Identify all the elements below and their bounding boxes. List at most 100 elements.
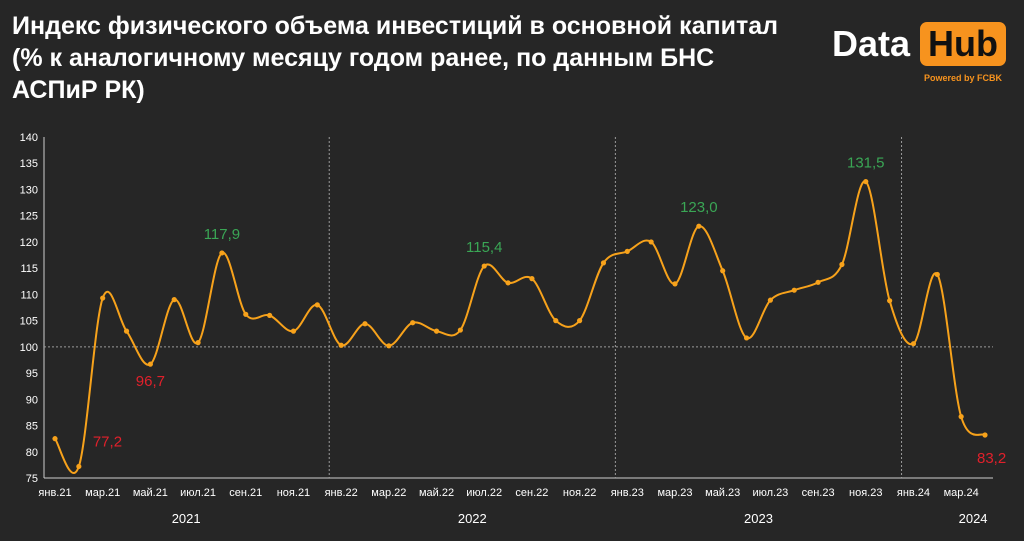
y-tick-label: 105 — [20, 316, 38, 328]
data-point — [648, 239, 654, 245]
value-annotation: 117,9 — [204, 226, 240, 243]
data-point — [410, 320, 416, 326]
data-point — [433, 328, 440, 334]
data-point — [290, 328, 297, 334]
value-annotation: 96,7 — [136, 373, 165, 390]
value-annotation: 77,2 — [93, 433, 122, 450]
y-tick-label: 135 — [20, 158, 38, 170]
logo-data-text: Data — [832, 23, 911, 64]
data-point — [887, 298, 893, 304]
data-points — [52, 178, 988, 470]
data-point — [577, 318, 583, 324]
data-point — [529, 276, 535, 282]
data-point — [600, 260, 607, 266]
data-point — [457, 327, 463, 333]
guide-lines — [44, 137, 993, 478]
x-tick-label: июл.23 — [752, 487, 788, 499]
x-tick-label: сен.23 — [802, 487, 835, 499]
chart-title-line-1: Индекс физического объема инвестиций в о… — [12, 12, 779, 40]
data-point — [314, 302, 320, 308]
x-tick-label: май.21 — [133, 487, 168, 499]
logo-powered-by: Powered by FCBK — [924, 73, 1003, 83]
data-point — [672, 281, 678, 287]
data-point — [123, 328, 130, 334]
data-point — [267, 312, 273, 318]
datahub-logo: Data Hub Powered by FCBK — [832, 22, 1012, 92]
y-tick-label: 125 — [20, 211, 38, 223]
x-tick-label: янв.24 — [897, 487, 930, 499]
y-tick-label: 90 — [26, 394, 38, 406]
data-point — [934, 271, 940, 278]
value-annotation: 83,2 — [977, 450, 1006, 467]
data-point — [743, 335, 750, 341]
data-point — [815, 279, 821, 285]
data-point — [910, 341, 917, 347]
data-point — [171, 297, 177, 303]
data-point — [362, 321, 368, 327]
data-point — [553, 318, 559, 324]
data-point — [243, 311, 249, 317]
x-tick-label: мар.21 — [85, 487, 120, 499]
data-point — [863, 178, 869, 185]
data-point — [481, 263, 487, 269]
data-point — [958, 414, 964, 420]
series-line — [54, 180, 986, 474]
y-tick-label: 80 — [26, 447, 38, 459]
x-tick-label: сен.22 — [515, 487, 548, 499]
logo-hub-badge: Hub — [920, 22, 1006, 66]
data-point — [839, 261, 845, 268]
data-point — [76, 463, 82, 470]
x-tick-label: июл.21 — [180, 487, 216, 499]
y-tick-label: 95 — [26, 368, 38, 380]
chart-title-line-2: (% к аналогичному месяцу годом ранее, по… — [12, 44, 715, 72]
y-tick-label: 85 — [26, 421, 38, 433]
x-tick-label: мар.22 — [371, 487, 406, 499]
data-point — [100, 295, 106, 301]
x-tick-label: сен.21 — [229, 487, 262, 499]
x-tick-label: ноя.22 — [563, 487, 596, 499]
y-tick-label: 115 — [20, 263, 38, 275]
x-tick-label: июл.22 — [466, 487, 502, 499]
data-point — [338, 342, 344, 348]
chart-title-line-3: АСПиР РК) — [12, 76, 145, 104]
x-tick-label: янв.21 — [38, 487, 71, 499]
y-tick-label: 120 — [20, 237, 38, 249]
value-annotation: 123,0 — [680, 199, 718, 216]
value-annotation: 131,5 — [847, 155, 885, 172]
x-tick-label: мар.24 — [944, 487, 979, 499]
year-label: 2024 — [959, 511, 988, 526]
y-tick-label: 130 — [20, 184, 38, 196]
x-tick-label: янв.23 — [611, 487, 644, 499]
data-point — [386, 343, 392, 349]
y-tick-label: 140 — [20, 132, 38, 144]
data-point — [767, 297, 773, 303]
x-tick-label: янв.22 — [325, 487, 358, 499]
data-point — [505, 280, 511, 286]
y-tick-label: 100 — [20, 342, 38, 354]
x-axis: янв.21 мар.21 май.21 июл.21 сен.21 ноя.21 янв.… — [38, 477, 993, 526]
data-point — [982, 432, 988, 438]
data-point — [195, 340, 201, 346]
data-point — [219, 250, 225, 256]
x-tick-label: май.22 — [419, 487, 454, 499]
year-label: 2023 — [744, 511, 773, 526]
data-point — [720, 268, 726, 274]
y-tick-label: 75 — [26, 473, 38, 485]
data-point — [696, 223, 702, 229]
data-point — [147, 361, 153, 367]
chart-title: Индекс физического объема инвестиций в о… — [12, 10, 812, 106]
value-annotation: 115,4 — [466, 239, 502, 256]
year-label: 2021 — [172, 511, 201, 526]
x-tick-label: май.23 — [705, 487, 740, 499]
value-annotations: 77,2 96,7 117,9 115,4 123,0 131,5 83,2 — [93, 155, 1006, 467]
y-tick-label: 110 — [20, 289, 38, 301]
x-tick-label: мар.23 — [657, 487, 692, 499]
data-point — [624, 248, 630, 254]
data-point — [791, 287, 797, 293]
year-label: 2022 — [458, 511, 487, 526]
x-tick-label: ноя.23 — [849, 487, 882, 499]
series-investment-index — [54, 180, 986, 474]
y-axis: 75 80 85 90 95 100 105 110 115 120 125 130 135 140 — [20, 132, 45, 485]
data-point — [52, 436, 58, 442]
